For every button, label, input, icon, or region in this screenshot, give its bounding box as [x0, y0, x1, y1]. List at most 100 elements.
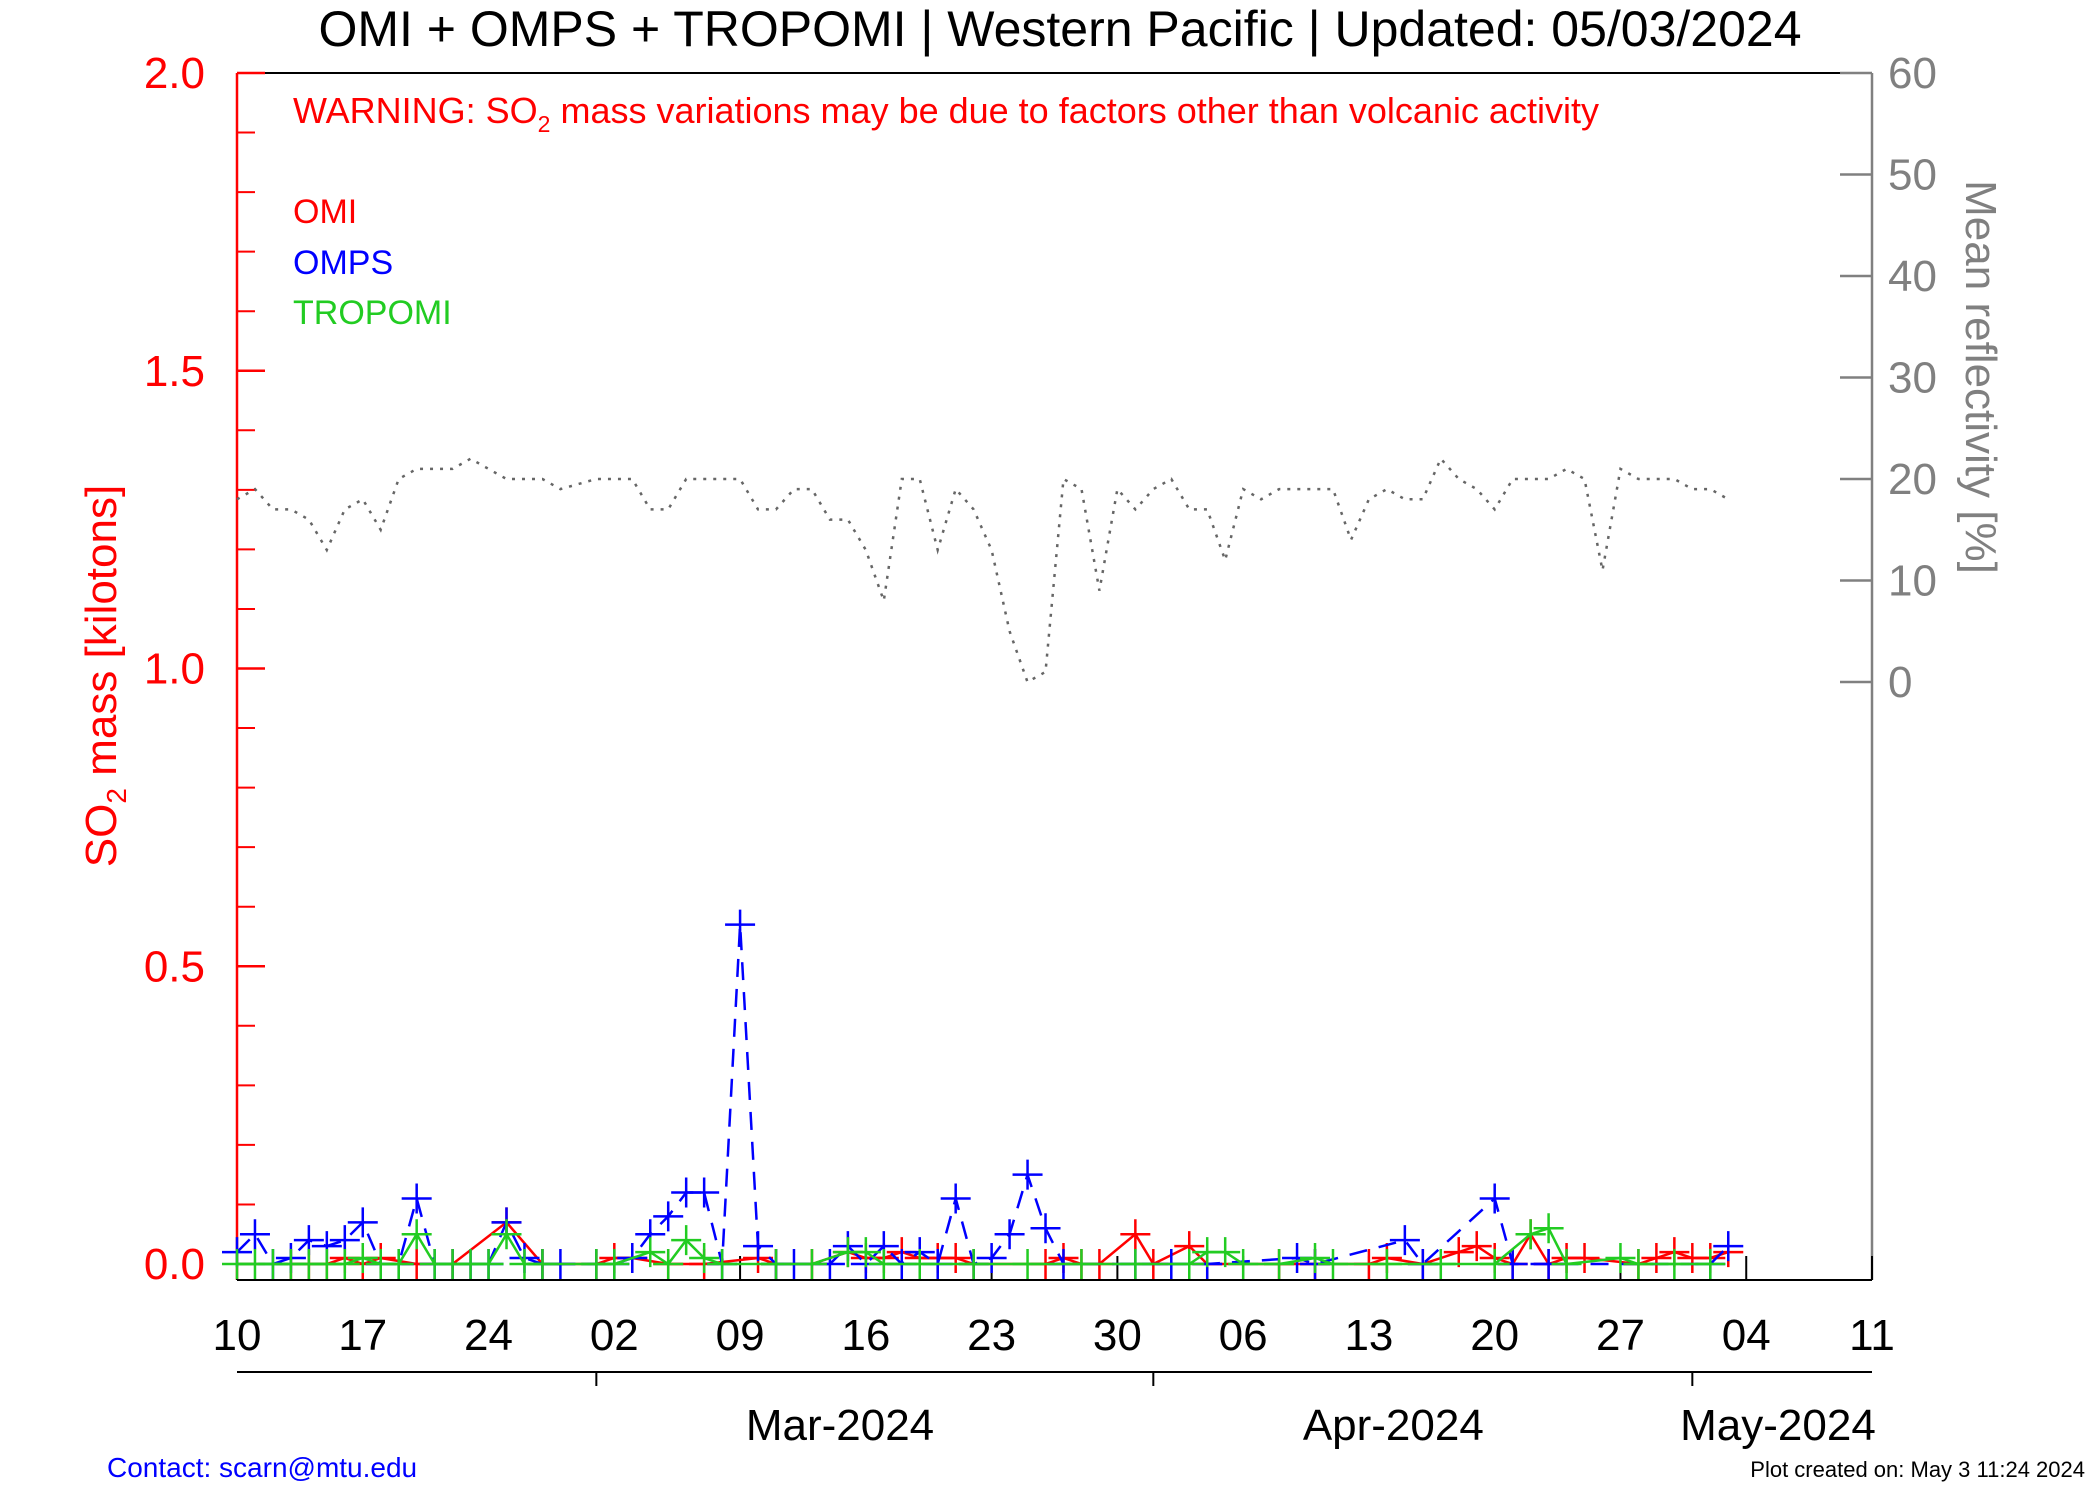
- data-point: [653, 1201, 684, 1232]
- data-point: [958, 1249, 989, 1279]
- data-point: [1695, 1249, 1726, 1279]
- right-tick-label: 0: [1888, 658, 1912, 707]
- ylabel-prefix: SO: [77, 804, 126, 868]
- data-point: [1264, 1249, 1295, 1279]
- data-point: [1210, 1237, 1241, 1268]
- x-tick-label: 11: [1849, 1311, 1895, 1360]
- data-point: [1012, 1159, 1043, 1190]
- chart-title: OMI + OMPS + TROPOMI | Western Pacific |…: [318, 1, 1801, 57]
- data-point: [1030, 1213, 1061, 1244]
- legend-tropomi: TROPOMI: [293, 294, 452, 332]
- x-tick-label: 13: [1344, 1311, 1393, 1360]
- data-point: [761, 1249, 792, 1279]
- month-label: May-2024: [1680, 1401, 1876, 1450]
- data-point: [347, 1243, 378, 1274]
- left-tick-label: 0.5: [144, 942, 205, 991]
- x-tick-label: 06: [1219, 1311, 1268, 1360]
- data-point: [707, 1249, 738, 1279]
- data-point: [689, 1177, 720, 1208]
- data-point: [1300, 1243, 1331, 1274]
- y-axis-left-label: SO2 mass [kilotons]: [77, 485, 132, 867]
- series-omps: [222, 909, 1744, 1279]
- data-point: [940, 1183, 971, 1214]
- data-point: [1479, 1249, 1510, 1279]
- ylabel-subscript: 2: [101, 788, 132, 804]
- data-point: [401, 1219, 432, 1250]
- data-point: [1641, 1243, 1672, 1274]
- data-point: [1174, 1249, 1205, 1279]
- data-point: [1317, 1249, 1348, 1279]
- contact-text: Contact: scarn@mtu.edu: [107, 1452, 418, 1483]
- data-point: [1569, 1243, 1600, 1274]
- data-point: [1443, 1237, 1474, 1268]
- data-point: [1371, 1249, 1402, 1279]
- right-tick-label: 20: [1888, 455, 1937, 504]
- data-point: [796, 1249, 827, 1279]
- data-point: [1120, 1249, 1151, 1279]
- x-tick-label: 24: [464, 1311, 513, 1360]
- data-point: [1551, 1249, 1582, 1279]
- x-tick-label: 02: [590, 1311, 639, 1360]
- data-point: [1389, 1225, 1420, 1256]
- legend-omi: OMI: [293, 193, 357, 231]
- data-point: [1659, 1249, 1690, 1279]
- x-day-ticks: 10 17 24 02 09 16 23 30 06 13 20 27 04 11: [213, 1256, 1895, 1360]
- warning-suffix: mass variations may be due to factors ot…: [550, 90, 1598, 131]
- data-point: [473, 1249, 504, 1279]
- y-axis-right-label: Mean reflectivity [%]: [1956, 180, 2005, 574]
- series-tropomi: [222, 1213, 1726, 1279]
- series-layer: [222, 456, 1744, 1279]
- x-month-labels: Mar-2024 Apr-2024 May-2024: [595, 1372, 1876, 1450]
- data-point: [994, 1219, 1025, 1250]
- data-point: [850, 1237, 881, 1268]
- data-point: [527, 1249, 558, 1279]
- x-tick-label: 17: [338, 1311, 387, 1360]
- x-tick-label: 09: [716, 1311, 765, 1360]
- data-point: [1479, 1183, 1510, 1214]
- ylabel-suffix: mass [kilotons]: [77, 485, 126, 788]
- left-tick-labels: 0.0 0.5 1.0 1.5 2.0: [144, 49, 265, 1289]
- data-point: [689, 1243, 720, 1274]
- data-point: [599, 1249, 630, 1279]
- x-tick-label: 16: [841, 1311, 890, 1360]
- axes: [235, 72, 1874, 1373]
- x-tick-label: 30: [1093, 1311, 1142, 1360]
- right-tick-label: 50: [1888, 151, 1937, 200]
- month-label: Mar-2024: [746, 1401, 934, 1450]
- data-point: [1713, 1231, 1744, 1262]
- warning-text: WARNING: SO2 mass variations may be due …: [293, 90, 1599, 137]
- left-tick-label: 1.0: [144, 645, 205, 694]
- series-line: [236, 456, 1729, 684]
- legend-omps: OMPS: [293, 244, 393, 282]
- series-line: [236, 924, 1730, 1266]
- warning-subscript: 2: [538, 111, 551, 137]
- data-point: [743, 1231, 774, 1262]
- data-point: [491, 1219, 522, 1250]
- data-point: [671, 1225, 702, 1256]
- data-point: [239, 1219, 270, 1250]
- plot-created-text: Plot created on: May 3 11:24 2024: [1750, 1457, 2085, 1482]
- data-point: [1461, 1231, 1492, 1262]
- data-point: [1515, 1219, 1546, 1250]
- data-point: [868, 1249, 899, 1279]
- data-point: [940, 1243, 971, 1274]
- data-point: [653, 1249, 684, 1279]
- left-tick-label: 2.0: [144, 49, 205, 98]
- data-point: [1605, 1243, 1636, 1274]
- data-point: [329, 1249, 360, 1279]
- x-tick-label: 27: [1596, 1311, 1645, 1360]
- x-tick-label: 10: [213, 1311, 262, 1360]
- x-tick-label: 04: [1722, 1311, 1771, 1360]
- data-point: [1623, 1249, 1654, 1279]
- x-tick-label: 20: [1470, 1311, 1519, 1360]
- legend: OMI OMPS TROPOMI: [293, 193, 452, 332]
- x-tick-label: 23: [967, 1311, 1016, 1360]
- right-tick-label: 60: [1888, 49, 1937, 98]
- right-tick-label: 30: [1888, 354, 1937, 403]
- right-tick-label: 40: [1888, 252, 1937, 301]
- warning-prefix: WARNING: SO: [293, 90, 538, 131]
- data-point: [1066, 1249, 1097, 1279]
- data-point: [401, 1183, 432, 1214]
- data-point: [904, 1249, 935, 1279]
